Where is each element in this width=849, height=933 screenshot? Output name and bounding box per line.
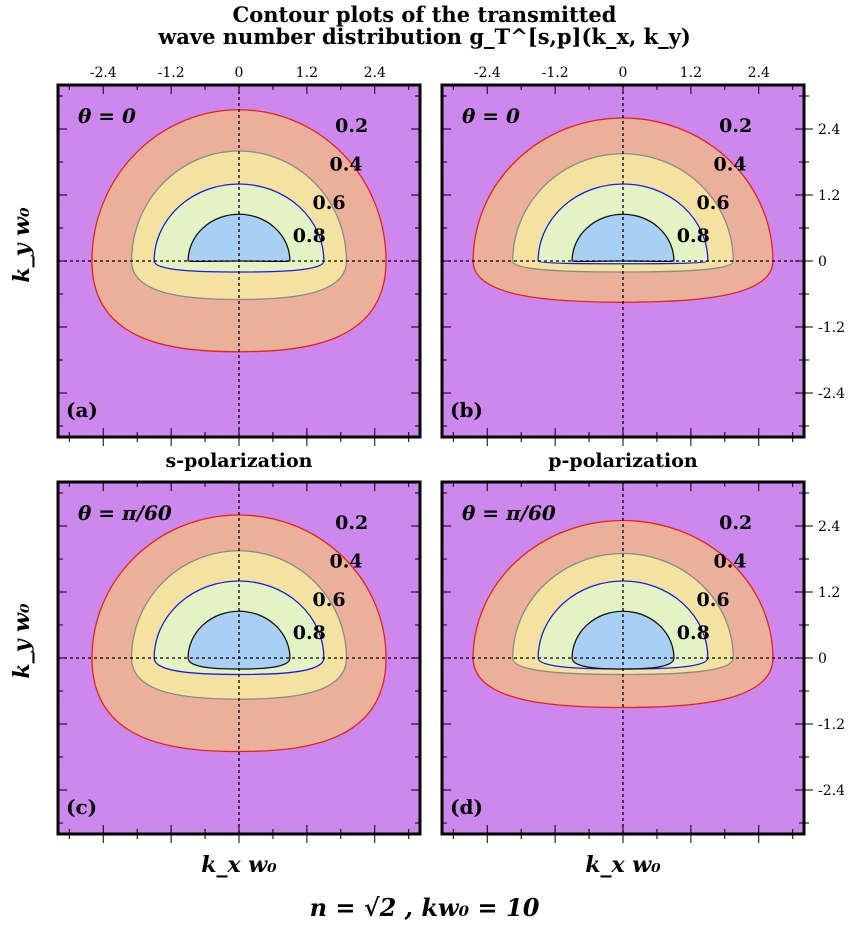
x-tick-label: -2.4 [90,65,117,81]
panel-label: (d) [450,795,483,819]
y-tick-label: 0 [818,254,827,270]
x-axis-label-right: k_x w₀ [585,852,661,878]
y-axis-label-top: k_y w₀ [9,207,35,283]
y-tick-label: -2.4 [818,783,845,799]
y-tick-label: -2.4 [818,386,845,402]
x-tick-label: 0 [619,65,628,81]
contour-label-0.6: 0.6 [697,589,730,611]
x-tick-label: 1.2 [680,65,702,81]
theta-annotation: θ = 0 [78,104,136,128]
contour-label-0.2: 0.2 [719,512,752,534]
contour-label-0.6: 0.6 [313,589,346,611]
contour-label-0.2: 0.2 [719,115,752,137]
x-tick-label: -1.2 [542,65,569,81]
theta-annotation: θ = π/60 [78,501,172,525]
contour-label-0.4: 0.4 [330,550,363,572]
panel-d: 2.4 1.2 0 -1.2 -2.4 θ = π/60 (d) 0.2 0.4 0.6 0.8 [440,480,845,843]
contour-label-0.6: 0.6 [697,192,730,214]
contour-label-0.8: 0.8 [677,225,710,247]
panel-b: -2.4 -1.2 0 1.2 2.4 2.4 1.2 0 -1.2 -2.4 θ = 0 (b) 0.… [440,65,845,446]
y-tick-label: 0 [818,651,827,667]
x-tick-label: 1.2 [296,65,318,81]
contour-label-0.2: 0.2 [335,115,368,137]
x-tick-label: -1.2 [158,65,185,81]
x-tick-label: -2.4 [474,65,501,81]
y-tick-label: -1.2 [818,320,845,336]
panel-a: -2.4 -1.2 0 1.2 2.4 θ = 0 (a) 0.2 0.4 0.6 0.8 [56,65,422,446]
panel-c: θ = π/60 (c) 0.2 0.4 0.6 0.8 [56,480,422,843]
x-tick-label: 0 [235,65,244,81]
contour-label-0.6: 0.6 [313,192,346,214]
contour-label-0.8: 0.8 [677,622,710,644]
contour-label-0.4: 0.4 [714,153,747,175]
y-tick-label: 1.2 [818,585,840,601]
y-tick-label: 2.4 [818,122,840,138]
parameters-footer: n = √2 , kw₀ = 10 [309,893,540,922]
y-tick-label: -1.2 [818,717,845,733]
theta-annotation: θ = π/60 [462,501,556,525]
s-polarization-label: s-polarization [165,450,313,472]
contour-label-0.4: 0.4 [714,550,747,572]
contour-label-0.8: 0.8 [293,225,326,247]
y-tick-label: 1.2 [818,188,840,204]
y-tick-label: 2.4 [818,519,840,535]
y-axis-label-bottom: k_y w₀ [9,603,35,679]
contour-label-0.4: 0.4 [330,153,363,175]
theta-annotation: θ = 0 [462,104,520,128]
x-axis-label-left: k_x w₀ [201,852,277,878]
x-tick-label: 2.4 [364,65,386,81]
panel-label: (b) [450,398,483,422]
chart-title-line2: wave number distribution g_T^[s,p](k_x, … [158,24,691,49]
x-tick-label: 2.4 [748,65,770,81]
contour-label-0.8: 0.8 [293,622,326,644]
panel-label: (a) [66,398,98,422]
p-polarization-label: p-polarization [548,450,698,472]
contour-label-0.2: 0.2 [335,512,368,534]
chart-title-line1: Contour plots of the transmitted [232,2,617,27]
panel-label: (c) [66,795,97,819]
